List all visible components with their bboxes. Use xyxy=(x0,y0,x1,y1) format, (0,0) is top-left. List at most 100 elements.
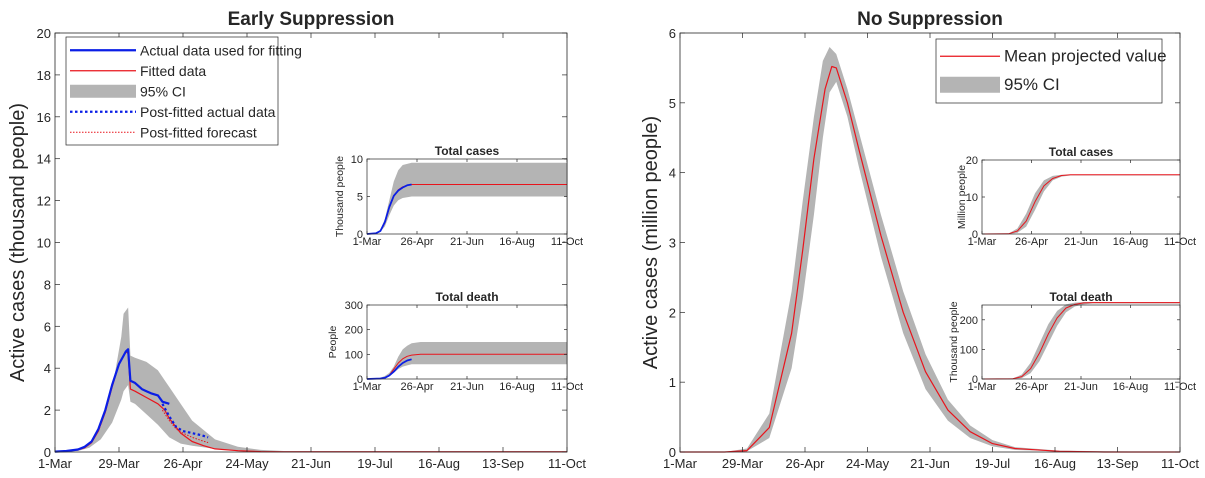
y-axis-label: Active cases (thousand people) xyxy=(7,103,29,382)
inset-cases-ci-band xyxy=(367,162,567,234)
inset-cases-x-tick-label: 26-Apr xyxy=(1015,236,1048,248)
y-tick-label: 16 xyxy=(37,110,51,125)
inset-death-series-line xyxy=(366,358,412,380)
legend-entry: Actual data used for fitting xyxy=(140,42,302,58)
y-tick-label: 10 xyxy=(37,236,51,251)
inset-death-y-tick-label: 0 xyxy=(972,374,978,386)
legend-entry: Post-fitted actual data xyxy=(140,104,276,120)
inset-cases-x-tick-label: 1-Mar xyxy=(968,236,997,248)
x-tick-label: 24-May xyxy=(846,456,890,471)
y-tick-label: 6 xyxy=(44,319,51,334)
chart-no-suppression: 0 1 2 3 4 5 6 1-Mar 29-Mar 26-Apr 24-May 21-Jun 19-J… xyxy=(640,9,1199,471)
series-line xyxy=(680,65,1180,453)
y-axis-label: Active cases (million people) xyxy=(640,116,662,369)
inset-death-x-tick-label: 11-Oct xyxy=(551,381,583,393)
series-line xyxy=(54,348,170,453)
inset-death-y-tick-label: 200 xyxy=(960,315,978,327)
x-tick-label: 21-Jun xyxy=(291,456,331,471)
x-tick-label: 11-Oct xyxy=(548,456,586,471)
y-tick-label: 0 xyxy=(669,445,676,460)
inset-cases-plot-area xyxy=(982,160,1180,234)
inset-cases-y-tick-label: 0 xyxy=(357,229,363,241)
legend-entry: 95% CI xyxy=(140,83,186,99)
x-tick-label: 1-Mar xyxy=(663,456,698,471)
y-tick-label: 4 xyxy=(669,166,676,181)
inset-cases-x-tick-label: 11-Oct xyxy=(1164,236,1196,248)
inset-death-y-tick-label: 100 xyxy=(345,349,363,361)
x-tick-label: 26-Apr xyxy=(163,456,203,471)
inset-cases-x-tick-label: 21-Jun xyxy=(450,236,484,248)
legend-swatch-ci xyxy=(70,84,136,98)
inset-death-series-line xyxy=(981,302,1180,380)
title: Early Suppression xyxy=(228,9,395,30)
inset-cases-series-line xyxy=(981,174,1180,235)
x-tick-label: 24-May xyxy=(225,456,269,471)
inset-death-x-tick-label: 11-Oct xyxy=(1164,381,1196,393)
x-tick-label: 29-Mar xyxy=(98,456,140,471)
inset-death-x-tick-label: 26-Apr xyxy=(400,381,433,393)
inset-cases-x-tick-label: 26-Apr xyxy=(400,236,433,248)
inset-cases-series-line xyxy=(366,183,412,235)
x-tick-label: 16-Aug xyxy=(1034,456,1076,471)
x-tick-label: 13-Sep xyxy=(482,456,524,471)
y-tick-label: 2 xyxy=(44,403,51,418)
inset-death-x-tick-label: 21-Jun xyxy=(1064,381,1098,393)
inset-cases-x-tick-label: 21-Jun xyxy=(1064,236,1098,248)
chart-early-suppression: 0 2 4 6 8 10 12 14 16 18 20 1-Mar 29-Mar 26-Apr 24-May… xyxy=(7,9,586,471)
x-tick-label: 19-Jul xyxy=(357,456,393,471)
inset-death-y-tick-label: 100 xyxy=(960,344,978,356)
x-tick-label: 19-Jul xyxy=(975,456,1011,471)
inset-death-plot-area xyxy=(982,305,1180,379)
inset-death-y-tick-label: 0 xyxy=(357,374,363,386)
x-tick-label: 29-Mar xyxy=(722,456,764,471)
inset-cases-y-tick-label: 5 xyxy=(357,192,363,204)
inset-cases-y-axis-label: Million people xyxy=(956,165,968,229)
inset-death-title: Total death xyxy=(1049,290,1112,304)
inset-death-y-axis-label: People xyxy=(327,325,339,358)
y-tick-label: 6 xyxy=(669,26,676,41)
legend-entry: Mean projected value xyxy=(1004,46,1167,65)
inset-cases-title: Total cases xyxy=(435,144,500,158)
x-tick-label: 13-Sep xyxy=(1097,456,1139,471)
inset-cases-y-axis-label: Thousand people xyxy=(334,156,346,237)
inset-death-y-tick-label: 300 xyxy=(345,300,363,312)
x-tick-label: 11-Oct xyxy=(1161,456,1199,471)
inset-cases-y-tick-label: 20 xyxy=(966,155,978,167)
inset-death-x-tick-label: 21-Jun xyxy=(450,381,484,393)
ci-band xyxy=(55,307,567,452)
inset-cases-x-tick-label: 1-Mar xyxy=(353,236,382,248)
y-tick-label: 20 xyxy=(37,26,51,41)
legend-entry: 95% CI xyxy=(1004,75,1060,94)
x-tick-label: 21-Jun xyxy=(910,456,950,471)
inset-death-title: Total death xyxy=(435,290,498,304)
legend-entry: Post-fitted forecast xyxy=(140,124,257,140)
y-tick-label: 1 xyxy=(669,375,676,390)
inset-death-x-tick-label: 16-Aug xyxy=(1113,381,1148,393)
y-tick-label: 4 xyxy=(44,361,51,376)
inset-cases-x-tick-label: 16-Aug xyxy=(499,236,534,248)
inset-cases-y-tick-label: 0 xyxy=(972,229,978,241)
legend-swatch-ci xyxy=(940,76,1000,93)
title: No Suppression xyxy=(857,9,1003,30)
inset-cases-y-tick-label: 10 xyxy=(966,192,978,204)
inset-cases-x-tick-label: 11-Oct xyxy=(551,236,583,248)
y-tick-label: 0 xyxy=(44,445,51,460)
inset-cases-title: Total cases xyxy=(1049,145,1114,159)
inset-death-y-axis-label: Thousand people xyxy=(948,301,960,382)
inset-cases-x-tick-label: 16-Aug xyxy=(1113,236,1148,248)
x-tick-label: 16-Aug xyxy=(418,456,460,471)
inset-death-x-tick-label: 1-Mar xyxy=(968,381,997,393)
y-tick-label: 2 xyxy=(669,305,676,320)
x-tick-label: 1-Mar xyxy=(38,456,73,471)
y-tick-label: 18 xyxy=(37,68,51,83)
y-tick-label: 3 xyxy=(669,236,676,251)
series-line xyxy=(161,409,209,444)
inset-death-ci-band xyxy=(367,342,567,379)
inset-death-x-tick-label: 16-Aug xyxy=(499,381,534,393)
y-tick-label: 12 xyxy=(37,194,51,209)
inset-death-x-tick-label: 26-Apr xyxy=(1015,381,1048,393)
inset-death-y-tick-label: 200 xyxy=(345,325,363,337)
legend-entry: Fitted data xyxy=(140,63,206,79)
y-tick-label: 8 xyxy=(44,277,51,292)
